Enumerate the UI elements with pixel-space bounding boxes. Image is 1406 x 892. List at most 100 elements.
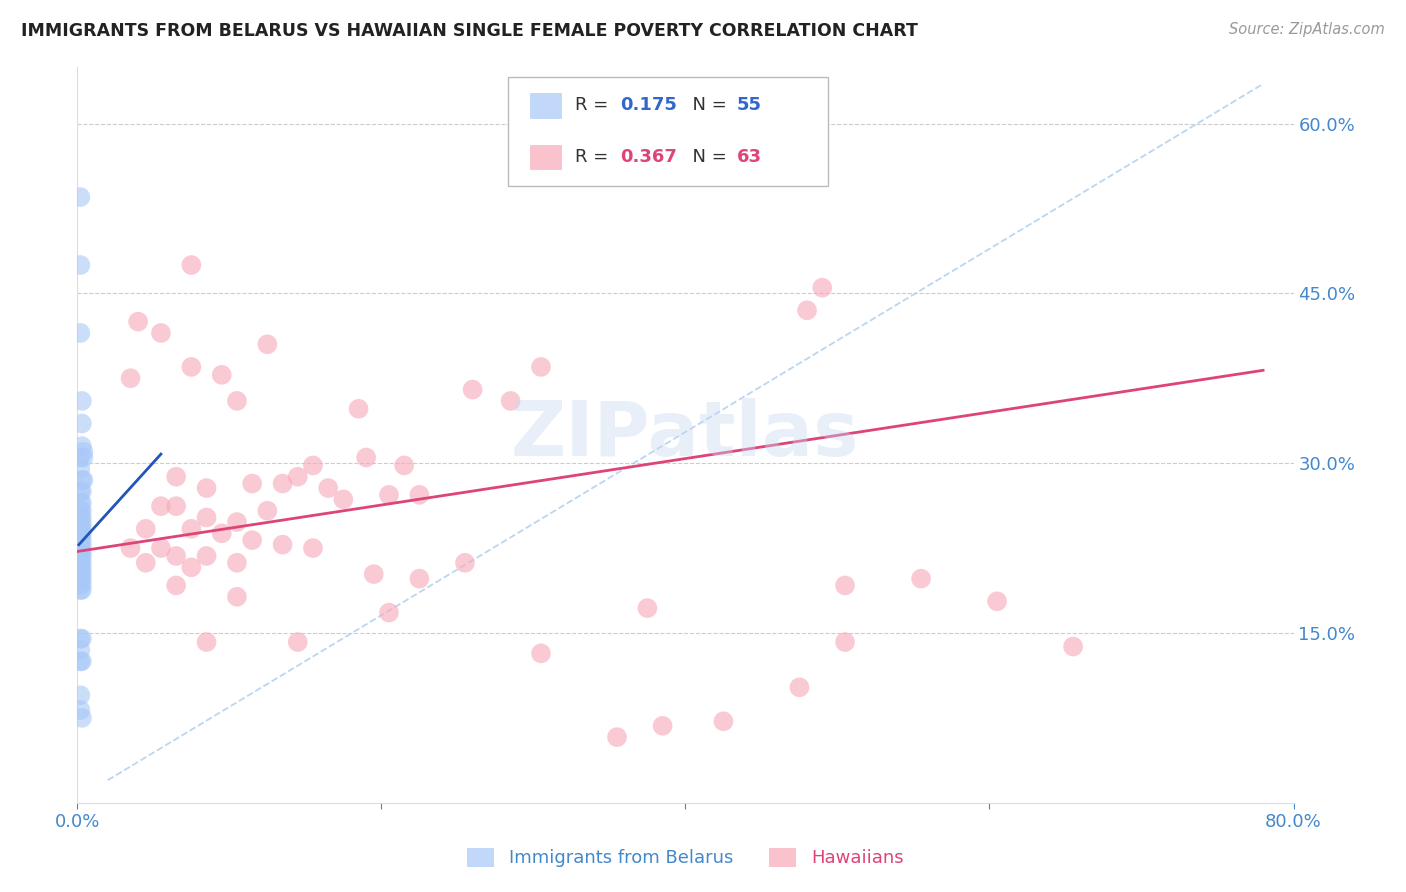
Point [347, 401, 370, 416]
Point [70, 544, 93, 558]
Point [69, 190, 91, 204]
Point [180, 522, 202, 536]
Point [530, 359, 553, 374]
Text: N =: N = [681, 148, 733, 166]
Point [69, 549, 91, 563]
Point [69, 566, 91, 580]
Point [180, 258, 202, 272]
Point [70, 504, 93, 518]
Point [70, 549, 93, 563]
Text: 55: 55 [737, 96, 762, 114]
Point [69, 577, 91, 591]
Point [149, 499, 172, 513]
Point [70, 516, 93, 530]
Point [69, 560, 91, 574]
Point [72, 450, 94, 465]
Point [127, 315, 149, 329]
Text: N =: N = [681, 96, 733, 114]
Point [135, 556, 157, 570]
Point [256, 504, 278, 518]
Point [69, 496, 91, 510]
Point [70, 577, 93, 591]
Point [69, 326, 91, 340]
Point [287, 469, 309, 483]
Point [69, 522, 91, 536]
Point [69, 582, 91, 597]
Point [70, 572, 93, 586]
Point [69, 654, 91, 668]
Point [363, 567, 385, 582]
Text: 0.175: 0.175 [620, 96, 676, 114]
Point [149, 326, 172, 340]
Text: ZIPatlas: ZIPatlas [512, 398, 859, 472]
Point [69, 632, 91, 646]
Point [165, 549, 187, 563]
Point [499, 393, 522, 408]
Point [811, 281, 834, 295]
Point [789, 681, 811, 695]
Point [454, 556, 477, 570]
Point [226, 393, 249, 408]
Point [72, 473, 94, 487]
Point [69, 688, 91, 702]
Point [316, 481, 339, 495]
Point [69, 643, 91, 657]
Point [211, 526, 233, 541]
Point [69, 533, 91, 548]
Point [70, 484, 93, 499]
Legend: Immigrants from Belarus, Hawaiians: Immigrants from Belarus, Hawaiians [460, 841, 911, 875]
Point [72, 445, 94, 459]
Point [69, 544, 91, 558]
Point [69, 527, 91, 541]
Point [986, 594, 1008, 608]
Text: Source: ZipAtlas.com: Source: ZipAtlas.com [1229, 22, 1385, 37]
Point [70, 393, 93, 408]
Point [180, 560, 202, 574]
Point [70, 654, 93, 668]
Point [287, 635, 309, 649]
Point [70, 473, 93, 487]
Point [302, 541, 325, 555]
Point [70, 582, 93, 597]
Point [226, 515, 249, 529]
Point [713, 714, 735, 729]
Point [69, 703, 91, 717]
Point [69, 504, 91, 518]
Point [135, 522, 157, 536]
Point [378, 606, 401, 620]
Point [240, 476, 263, 491]
Point [70, 496, 93, 510]
Point [180, 359, 202, 374]
Text: R =: R = [575, 148, 614, 166]
Point [651, 719, 673, 733]
Point [70, 560, 93, 574]
Point [69, 539, 91, 553]
Point [69, 572, 91, 586]
Point [70, 417, 93, 431]
Point [165, 469, 187, 483]
Point [69, 516, 91, 530]
Point [408, 572, 430, 586]
Point [69, 555, 91, 569]
Point [834, 635, 856, 649]
Point [120, 541, 142, 555]
Point [378, 488, 401, 502]
Point [226, 556, 249, 570]
Point [461, 383, 484, 397]
Point [271, 538, 294, 552]
Point [392, 458, 415, 473]
Point [1062, 640, 1084, 654]
Point [195, 510, 218, 524]
Point [211, 368, 233, 382]
Point [69, 510, 91, 524]
Point [70, 527, 93, 541]
Point [120, 371, 142, 385]
Point [332, 492, 354, 507]
Point [302, 458, 325, 473]
Point [70, 711, 93, 725]
Point [408, 488, 430, 502]
Point [70, 566, 93, 580]
Point [70, 555, 93, 569]
Point [69, 450, 91, 465]
Point [910, 572, 932, 586]
